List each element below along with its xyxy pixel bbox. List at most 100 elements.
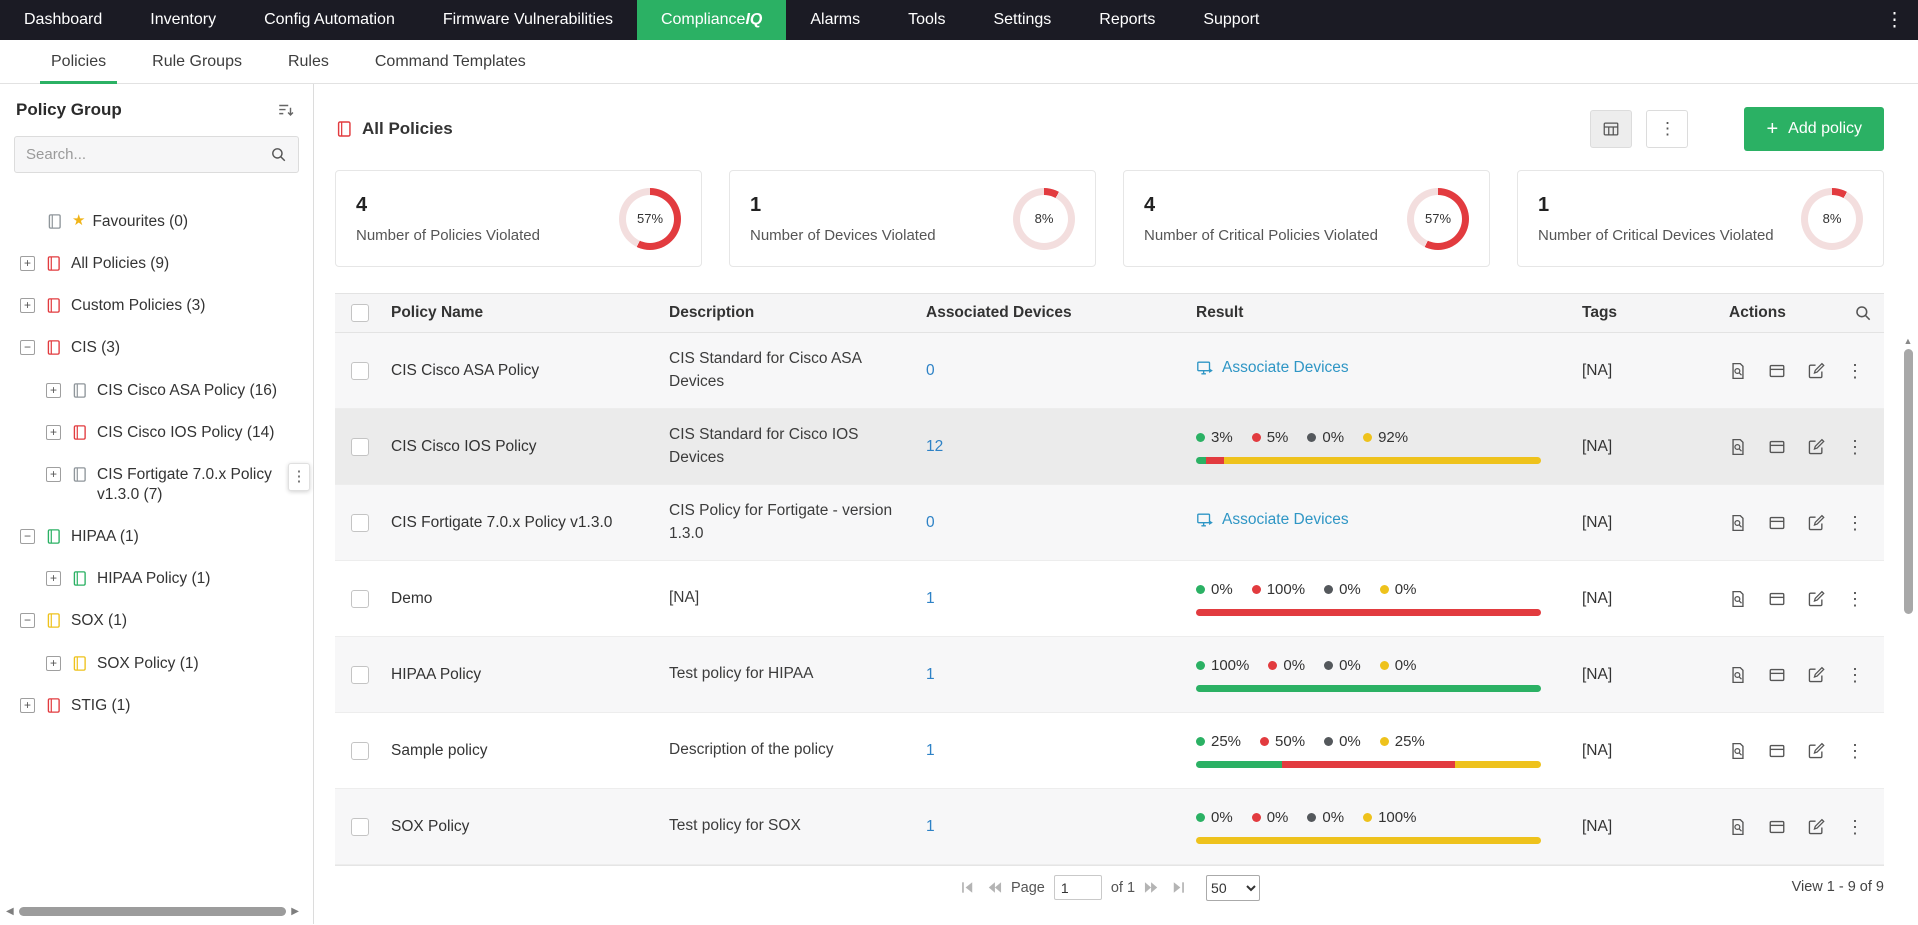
- next-page-button[interactable]: [1144, 879, 1161, 896]
- expand-icon[interactable]: +: [46, 466, 61, 482]
- table-row-cis-fortigate-policy[interactable]: CIS Fortigate 7.0.x Policy v1.3.0 CIS Po…: [335, 485, 1884, 561]
- scrollbar-thumb[interactable]: [18, 907, 287, 916]
- collapse-icon[interactable]: −: [20, 340, 35, 356]
- scroll-right-icon[interactable]: ▶: [291, 906, 299, 917]
- associate-devices-link[interactable]: Associate Devices: [1196, 359, 1349, 377]
- column-description[interactable]: Description: [669, 304, 755, 321]
- table-row-cis-cisco-asa-policy[interactable]: CIS Cisco ASA Policy CIS Standard for Ci…: [335, 333, 1884, 409]
- nav-tools[interactable]: Tools: [908, 11, 946, 28]
- edit-icon[interactable]: [1807, 514, 1825, 532]
- table-row-sox-policy[interactable]: SOX Policy Test policy for SOX 1 0% 0% 0…: [335, 789, 1884, 865]
- add-policy-button[interactable]: + Add policy: [1744, 107, 1884, 151]
- associated-devices-count[interactable]: 0: [926, 361, 935, 379]
- associated-devices-count[interactable]: 12: [926, 437, 944, 455]
- tree-item-sox[interactable]: − SOX (1): [0, 600, 313, 642]
- scroll-left-icon[interactable]: ◀: [6, 906, 14, 917]
- nav-dashboard[interactable]: Dashboard: [24, 11, 103, 28]
- associated-devices-count[interactable]: 1: [926, 817, 935, 835]
- expand-icon[interactable]: +: [20, 697, 35, 713]
- tab-rules[interactable]: Rules: [287, 52, 329, 70]
- tree-item-more-icon[interactable]: ⋮: [288, 462, 310, 491]
- more-actions-icon[interactable]: ⋮: [1846, 512, 1864, 533]
- search-input[interactable]: [26, 146, 270, 163]
- expand-icon[interactable]: +: [46, 571, 61, 587]
- tree-item-stig[interactable]: + STIG (1): [0, 685, 313, 727]
- tab-policies[interactable]: Policies: [28, 40, 129, 84]
- row-checkbox[interactable]: [351, 665, 369, 684]
- more-actions-icon[interactable]: ⋮: [1846, 588, 1864, 609]
- policy-name[interactable]: CIS Fortigate 7.0.x Policy v1.3.0: [391, 513, 613, 531]
- page-size-select[interactable]: 50: [1206, 874, 1261, 901]
- tree-item-cis-fortigate[interactable]: + CIS Fortigate 7.0.x Policy v1.3.0 (7) …: [0, 454, 313, 516]
- report-icon[interactable]: [1729, 514, 1747, 532]
- policy-name[interactable]: Demo: [391, 589, 433, 607]
- associate-devices-link[interactable]: Associate Devices: [1196, 511, 1349, 529]
- table-row-hipaa-policy[interactable]: HIPAA Policy Test policy for HIPAA 1 100…: [335, 637, 1884, 713]
- nav-complianceiq[interactable]: Compliance IQ: [636, 0, 787, 40]
- edit-icon[interactable]: [1807, 362, 1825, 380]
- policy-name[interactable]: CIS Cisco IOS Policy: [391, 437, 537, 455]
- report-icon[interactable]: [1729, 818, 1747, 836]
- expand-icon[interactable]: +: [46, 655, 61, 671]
- row-checkbox[interactable]: [351, 437, 369, 456]
- nav-firmware-vulnerabilities[interactable]: Firmware Vulnerabilities: [442, 11, 613, 28]
- sort-icon[interactable]: [277, 101, 295, 119]
- edit-icon[interactable]: [1807, 438, 1825, 456]
- nav-inventory[interactable]: Inventory: [150, 11, 217, 28]
- expand-icon[interactable]: +: [46, 382, 61, 398]
- nav-alarms[interactable]: Alarms: [810, 11, 861, 28]
- table-row-demo[interactable]: Demo [NA] 1 0% 100% 0% 0% [NA]: [335, 561, 1884, 637]
- tree-item-hipaa[interactable]: − HIPAA (1): [0, 516, 313, 558]
- table-row-cis-cisco-ios-policy[interactable]: CIS Cisco IOS Policy CIS Standard for Ci…: [335, 409, 1884, 485]
- expand-icon[interactable]: +: [46, 424, 61, 440]
- select-all-checkbox[interactable]: [351, 304, 369, 322]
- edit-icon[interactable]: [1807, 666, 1825, 684]
- more-actions-icon[interactable]: ⋮: [1846, 664, 1864, 685]
- header-more-icon[interactable]: ⋮: [1646, 110, 1689, 148]
- row-checkbox[interactable]: [351, 817, 369, 836]
- column-policy-name[interactable]: Policy Name: [391, 304, 484, 321]
- policy-name[interactable]: CIS Cisco ASA Policy: [391, 361, 540, 379]
- associated-devices-count[interactable]: 1: [926, 589, 935, 607]
- more-actions-icon[interactable]: ⋮: [1846, 360, 1864, 381]
- column-associated-devices[interactable]: Associated Devices: [926, 304, 1072, 321]
- report-icon[interactable]: [1729, 590, 1747, 608]
- prev-page-button[interactable]: [985, 879, 1002, 896]
- tree-item-cis-cisco-asa[interactable]: + CIS Cisco ASA Policy (16): [0, 370, 313, 412]
- first-page-button[interactable]: [959, 879, 976, 896]
- row-checkbox[interactable]: [351, 741, 369, 760]
- more-actions-icon[interactable]: ⋮: [1846, 816, 1864, 837]
- column-tags[interactable]: Tags: [1582, 304, 1618, 321]
- tree-item-cis-cisco-ios[interactable]: + CIS Cisco IOS Policy (14): [0, 412, 313, 454]
- policy-name[interactable]: Sample policy: [391, 741, 488, 759]
- card-view-icon[interactable]: [1768, 362, 1786, 380]
- tree-item-hipaa-policy[interactable]: + HIPAA Policy (1): [0, 558, 313, 600]
- card-view-icon[interactable]: [1768, 666, 1786, 684]
- row-checkbox[interactable]: [351, 513, 369, 532]
- nav-config-automation[interactable]: Config Automation: [264, 11, 395, 28]
- report-icon[interactable]: [1729, 362, 1747, 380]
- topnav-more-icon[interactable]: ⋮: [1885, 9, 1904, 31]
- report-icon[interactable]: [1729, 666, 1747, 684]
- vertical-scrollbar[interactable]: ▲: [1902, 336, 1914, 900]
- policy-name[interactable]: SOX Policy: [391, 817, 470, 835]
- scroll-up-icon[interactable]: ▲: [1903, 336, 1913, 346]
- tree-item-all-policies[interactable]: + All Policies (9): [0, 243, 313, 285]
- card-view-icon[interactable]: [1768, 438, 1786, 456]
- card-view-icon[interactable]: [1768, 742, 1786, 760]
- associated-devices-count[interactable]: 0: [926, 513, 935, 531]
- table-row-sample-policy[interactable]: Sample policy Description of the policy …: [335, 713, 1884, 789]
- nav-support[interactable]: Support: [1203, 11, 1260, 28]
- tree-item-favourites[interactable]: ★ Favourites (0): [0, 201, 313, 243]
- expand-icon[interactable]: +: [20, 256, 35, 272]
- scrollbar-thumb[interactable]: [1903, 349, 1913, 614]
- card-view-icon[interactable]: [1768, 818, 1786, 836]
- tab-command-templates[interactable]: Command Templates: [374, 52, 526, 70]
- row-checkbox[interactable]: [351, 589, 369, 608]
- nav-settings[interactable]: Settings: [993, 11, 1052, 28]
- edit-icon[interactable]: [1807, 818, 1825, 836]
- table-view-button[interactable]: [1590, 110, 1633, 148]
- nav-reports[interactable]: Reports: [1099, 11, 1156, 28]
- edit-icon[interactable]: [1807, 590, 1825, 608]
- table-search-icon[interactable]: [1854, 304, 1872, 322]
